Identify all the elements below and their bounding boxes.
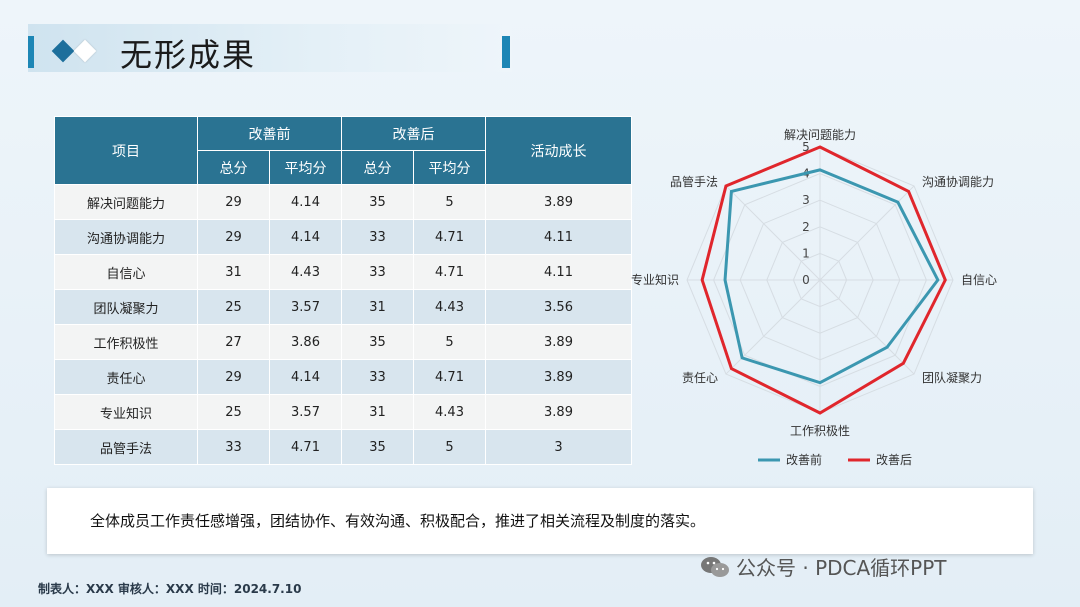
cell-growth: 3.89 bbox=[485, 394, 632, 430]
cell-before-avg: 4.14 bbox=[269, 359, 342, 395]
cell-growth: 4.11 bbox=[485, 219, 632, 255]
cell-before-total: 29 bbox=[197, 184, 270, 220]
cell-after-avg: 4.71 bbox=[413, 359, 486, 395]
cell-after-total: 31 bbox=[341, 394, 414, 430]
cell-before-total: 29 bbox=[197, 219, 270, 255]
cell-before-avg: 4.14 bbox=[269, 219, 342, 255]
header-before-avg: 平均分 bbox=[269, 150, 342, 185]
cell-after-avg: 4.43 bbox=[413, 394, 486, 430]
title-right-accent-bar bbox=[502, 36, 510, 68]
radar-category-label: 自信心 bbox=[961, 273, 997, 287]
title-band bbox=[28, 24, 512, 72]
header-item: 项目 bbox=[54, 116, 198, 185]
radar-category-label: 品管手法 bbox=[670, 174, 718, 189]
cell-after-total: 35 bbox=[341, 429, 414, 465]
radar-category-label: 专业知识 bbox=[631, 272, 679, 287]
cell-before-total: 29 bbox=[197, 359, 270, 395]
header-after-total: 总分 bbox=[341, 150, 414, 185]
radar-tick-label: 2 bbox=[802, 220, 810, 234]
cell-before-total: 33 bbox=[197, 429, 270, 465]
radar-category-label: 责任心 bbox=[682, 371, 718, 385]
cell-before-avg: 3.57 bbox=[269, 394, 342, 430]
cell-after-avg: 4.71 bbox=[413, 254, 486, 290]
table-row: 品管手法 33 4.71 35 5 3 bbox=[54, 429, 632, 465]
cell-before-total: 25 bbox=[197, 394, 270, 430]
radar-category-label: 沟通协调能力 bbox=[922, 174, 994, 189]
table-row: 自信心 31 4.43 33 4.71 4.11 bbox=[54, 254, 632, 290]
table-row: 工作积极性 27 3.86 35 5 3.89 bbox=[54, 324, 632, 360]
table-row: 沟通协调能力 29 4.14 33 4.71 4.11 bbox=[54, 219, 632, 255]
radar-spoke bbox=[819, 279, 915, 375]
radar-category-label: 解决问题能力 bbox=[784, 128, 856, 142]
table-row: 责任心 29 4.14 33 4.71 3.89 bbox=[54, 359, 632, 395]
summary-text: 全体成员工作责任感增强，团结协作、有效沟通、积极配合，推进了相关流程及制度的落实… bbox=[90, 512, 706, 530]
header-after: 改善后 bbox=[341, 116, 486, 151]
cell-growth: 3.56 bbox=[485, 289, 632, 325]
header-before: 改善前 bbox=[197, 116, 342, 151]
wechat-icon bbox=[701, 556, 729, 577]
cell-before-avg: 4.71 bbox=[269, 429, 342, 465]
footer-meta: 制表人：XXX 审核人：XXX 时间：2024.7.10 bbox=[38, 582, 302, 596]
cell-after-total: 35 bbox=[341, 324, 414, 360]
cell-item: 责任心 bbox=[54, 359, 198, 395]
cell-before-total: 25 bbox=[197, 289, 270, 325]
table-row: 团队凝聚力 25 3.57 31 4.43 3.56 bbox=[54, 289, 632, 325]
cell-before-avg: 3.57 bbox=[269, 289, 342, 325]
radar-tick-label: 0 bbox=[802, 273, 810, 287]
radar-series-line bbox=[700, 145, 947, 415]
legend-label: 改善后 bbox=[876, 452, 912, 467]
header-before-total: 总分 bbox=[197, 150, 270, 185]
cell-before-avg: 3.86 bbox=[269, 324, 342, 360]
cell-item: 解决问题能力 bbox=[54, 184, 198, 220]
cell-before-total: 31 bbox=[197, 254, 270, 290]
cell-after-avg: 5 bbox=[413, 429, 486, 465]
radar-series-line bbox=[723, 168, 940, 385]
watermark: 公众号 · PDCA循环PPT bbox=[700, 552, 947, 581]
cell-growth: 3.89 bbox=[485, 359, 632, 395]
radar-tick-label: 3 bbox=[802, 193, 810, 207]
title-left-accent-bar bbox=[28, 36, 34, 68]
cell-before-avg: 4.14 bbox=[269, 184, 342, 220]
cell-before-avg: 4.43 bbox=[269, 254, 342, 290]
table-row: 专业知识 25 3.57 31 4.43 3.89 bbox=[54, 394, 632, 430]
cell-growth: 4.11 bbox=[485, 254, 632, 290]
cell-item: 品管手法 bbox=[54, 429, 198, 465]
header-growth: 活动成长 bbox=[485, 116, 632, 185]
radar-tick-label: 5 bbox=[802, 140, 810, 154]
watermark-text: 公众号 · PDCA循环PPT bbox=[736, 556, 947, 580]
radar-spoke bbox=[725, 185, 821, 281]
cell-after-total: 33 bbox=[341, 359, 414, 395]
cell-growth: 3.89 bbox=[485, 184, 632, 220]
cell-after-avg: 4.43 bbox=[413, 289, 486, 325]
radar-category-label: 团队凝聚力 bbox=[922, 370, 982, 385]
radar-tick-label: 1 bbox=[802, 246, 810, 260]
cell-item: 专业知识 bbox=[54, 394, 198, 430]
radar-category-label: 工作积极性 bbox=[790, 424, 850, 438]
cell-after-total: 33 bbox=[341, 219, 414, 255]
cell-item: 自信心 bbox=[54, 254, 198, 290]
page-title: 无形成果 bbox=[120, 36, 257, 74]
cell-after-avg: 4.71 bbox=[413, 219, 486, 255]
cell-before-total: 27 bbox=[197, 324, 270, 360]
cell-after-total: 35 bbox=[341, 184, 414, 220]
header-after-avg: 平均分 bbox=[413, 150, 486, 185]
cell-after-total: 31 bbox=[341, 289, 414, 325]
cell-after-avg: 5 bbox=[413, 184, 486, 220]
cell-item: 沟通协调能力 bbox=[54, 219, 198, 255]
cell-growth: 3 bbox=[485, 429, 632, 465]
cell-growth: 3.89 bbox=[485, 324, 632, 360]
table-row: 解决问题能力 29 4.14 35 5 3.89 bbox=[54, 184, 632, 220]
cell-item: 团队凝聚力 bbox=[54, 289, 198, 325]
cell-after-avg: 5 bbox=[413, 324, 486, 360]
cell-after-total: 33 bbox=[341, 254, 414, 290]
radar-chart: 012345解决问题能力沟通协调能力自信心团队凝聚力工作积极性责任心专业知识品管… bbox=[631, 128, 997, 467]
summary-box bbox=[47, 488, 1033, 554]
results-table: 项目 改善前 改善后 活动成长 总分 平均分 总分 平均分 解决问题能力 29 … bbox=[54, 116, 632, 465]
cell-item: 工作积极性 bbox=[54, 324, 198, 360]
legend-label: 改善前 bbox=[786, 452, 822, 467]
